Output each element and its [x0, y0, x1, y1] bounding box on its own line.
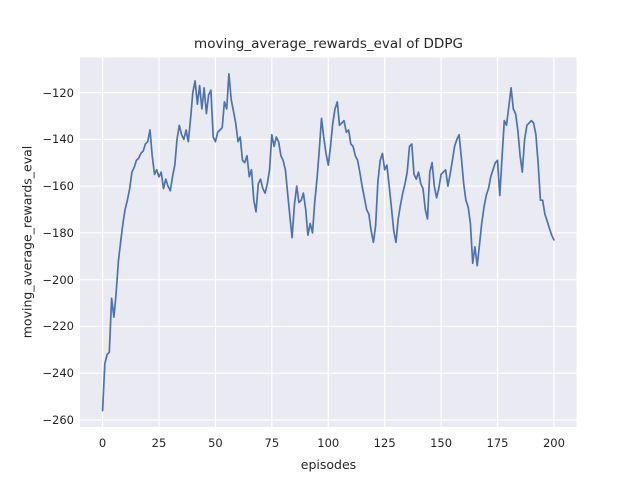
x-tick-label: 175	[486, 436, 509, 450]
y-tick-label: −160	[42, 179, 74, 194]
y-tick-label: −200	[42, 272, 74, 287]
x-tick-label: 150	[430, 436, 453, 450]
x-tick-label: 100	[317, 436, 340, 450]
x-tick-label: 50	[208, 436, 223, 450]
x-tick-label: 75	[264, 436, 280, 450]
ddpg-reward-line	[101, 73, 555, 412]
y-tick-label: −180	[42, 225, 74, 240]
x-tick-label: 0	[98, 436, 107, 450]
y-tick-label: −220	[42, 319, 74, 334]
y-tick-label: −240	[42, 366, 74, 381]
x-tick-label: 125	[373, 436, 396, 450]
y-tick-label: −120	[42, 85, 74, 100]
x-tick-label: 200	[542, 436, 565, 450]
chart-title: moving_average_rewards_eval of DDPG	[194, 36, 463, 52]
y-tick-label: −140	[42, 132, 74, 147]
y-axis-label: moving_average_rewards_eval	[19, 145, 35, 339]
x-tick-label: 25	[151, 436, 167, 450]
gridlines	[80, 57, 577, 427]
y-tick-label: −260	[42, 412, 74, 427]
x-axis-label: episodes	[300, 457, 357, 472]
